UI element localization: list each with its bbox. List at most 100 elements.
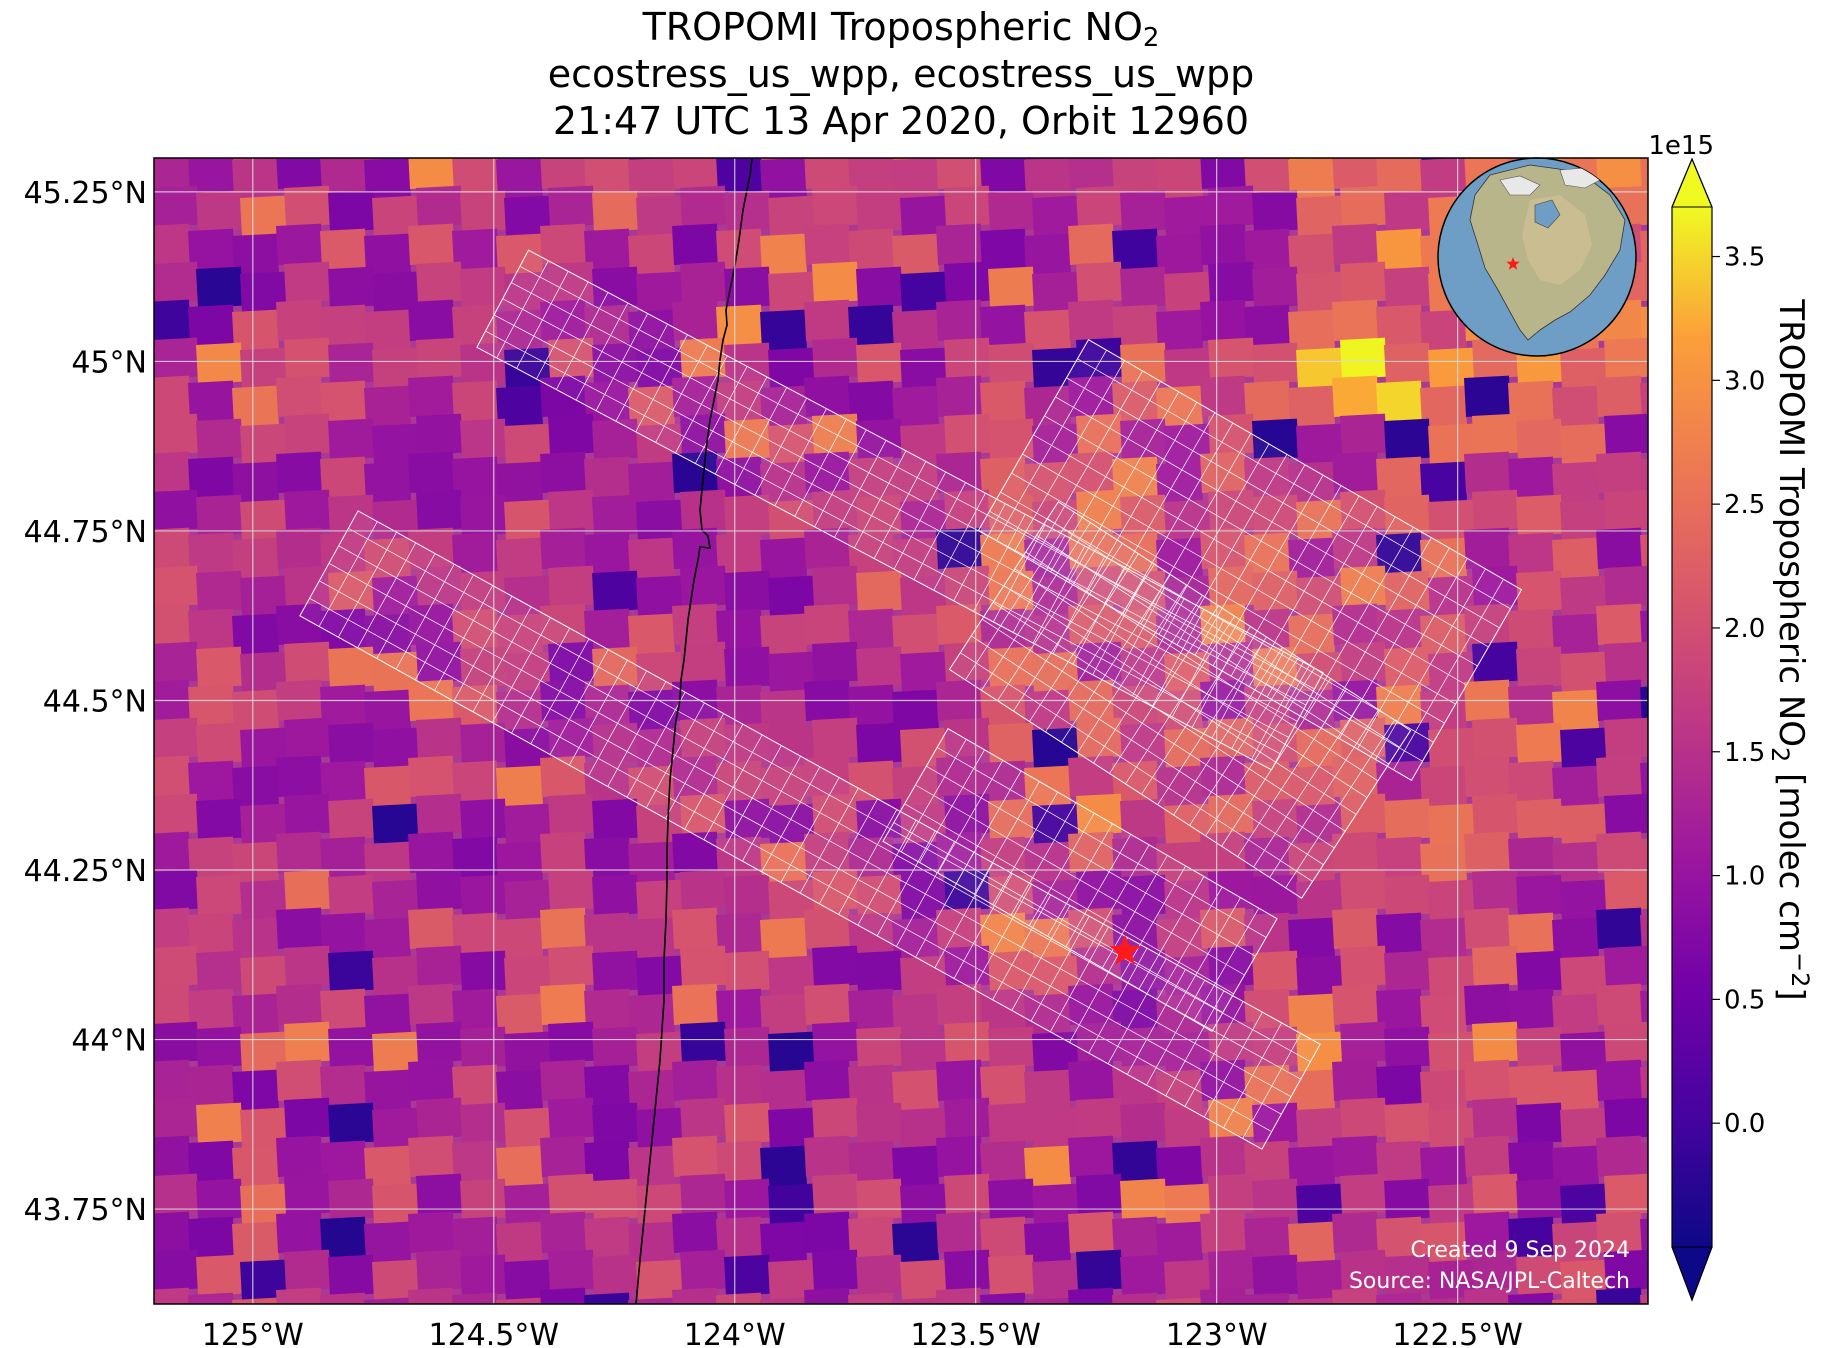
no2-pixel [1516,798,1563,840]
no2-pixel [1208,1173,1255,1215]
no2-pixel [804,1287,851,1304]
no2-pixel [1384,1254,1431,1296]
no2-pixel [1551,461,1599,503]
no2-pixel [1332,1059,1379,1101]
no2-pixel [415,1173,463,1215]
no2-pixel [1692,1336,1739,1348]
no2-pixel [284,185,331,227]
no2-pixel [460,266,507,308]
no2-pixel [1164,1183,1211,1225]
colorbar-tick-label: 0.0 [1724,1109,1765,1139]
no2-pixel [848,912,895,954]
no2-pixel [1383,494,1431,536]
no2-pixel [592,722,639,764]
no2-pixel [752,158,799,161]
no2-pixel [1339,261,1387,303]
no2-pixel [935,223,983,265]
no2-pixel [328,722,375,764]
no2-pixel [671,158,719,189]
no2-pixel [591,1026,639,1068]
no2-pixel [1376,912,1423,954]
no2-pixel [635,575,683,617]
no2-pixel [856,1102,903,1144]
no2-pixel [154,489,199,531]
no2-pixel [284,1097,331,1139]
no2-pixel [900,347,947,389]
no2-pixel [100,1131,147,1172]
no2-pixel [504,955,551,997]
no2-pixel [240,575,287,617]
no2-pixel [196,266,243,308]
no2-pixel [767,955,815,997]
no2-pixel [636,1336,683,1348]
no2-pixel [1032,651,1079,693]
no2-pixel [1596,907,1643,949]
no2-pixel [935,907,983,949]
no2-pixel [1068,907,1115,949]
no2-pixel [232,1221,279,1263]
no2-pixel [196,950,243,992]
no2-pixel [768,423,815,465]
no2-pixel [812,1173,859,1215]
colorbar-tick-label: 0.5 [1724,985,1765,1015]
no2-pixel [583,684,631,726]
no2-pixel [1508,1216,1555,1258]
no2-pixel [584,1216,631,1258]
no2-pixel [1024,461,1071,503]
no2-pixel [196,646,243,688]
no2-pixel [1384,342,1431,384]
no2-pixel [1508,760,1555,802]
no2-pixel [943,793,991,835]
no2-pixel [1376,304,1423,346]
no2-pixel [856,570,903,612]
no2-pixel [1200,299,1247,341]
no2-pixel [1296,195,1343,237]
no2-pixel [724,798,771,840]
no2-pixel [583,380,631,422]
figure-title: TROPOMI Tropospheric NO2 ecostress_us_wp… [154,4,1648,145]
no2-pixel [188,912,235,954]
no2-pixel [1207,869,1255,911]
no2-pixel [1208,413,1255,455]
no2-pixel [1075,261,1123,303]
no2-pixel [284,641,331,683]
no2-pixel [460,646,507,688]
no2-pixel [1339,641,1387,683]
no2-pixel [1120,1331,1167,1348]
no2-pixel [1287,233,1335,275]
no2-pixel [1243,836,1291,878]
no2-pixel [1200,1287,1247,1304]
no2-pixel [1376,836,1423,878]
no2-pixel [1340,337,1387,379]
no2-pixel [671,755,719,797]
no2-pixel [1560,1031,1607,1073]
no2-pixel [416,945,463,987]
no2-pixel [276,755,323,797]
no2-pixel [320,608,367,650]
no2-pixel [1340,1021,1387,1063]
colorbar-tick-label: 3.0 [1724,366,1765,396]
no2-pixel [100,1283,147,1324]
no2-pixel [1024,917,1071,959]
no2-pixel [1192,110,1239,151]
no2-pixel [1287,461,1335,503]
no2-pixel [1552,1145,1599,1187]
no2-pixel [540,375,587,417]
no2-pixel [1604,1249,1648,1291]
no2-pixel [680,413,727,455]
no2-pixel [1604,413,1648,455]
no2-pixel [1551,613,1599,655]
globe-land [1469,164,1626,341]
no2-pixel [1339,869,1387,911]
map-panel: Created 9 Sep 2024 Source: NASA/JPL-Calt… [100,110,1739,1348]
no2-pixel [356,158,403,161]
no2-pixel [1384,190,1431,232]
no2-pixel [1384,418,1431,460]
no2-pixel [240,1259,287,1301]
no2-pixel [803,299,851,341]
no2-pixel [232,233,279,275]
no2-pixel [547,413,595,455]
no2-pixel [1076,1326,1123,1348]
no2-pixel [452,684,499,726]
